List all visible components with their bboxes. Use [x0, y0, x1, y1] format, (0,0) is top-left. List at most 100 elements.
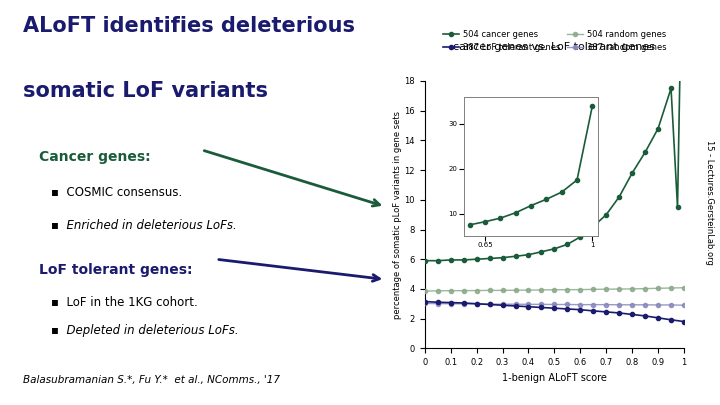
Line: 504 random genes: 504 random genes: [423, 286, 686, 293]
387 LoF tolerant genes: [654, 315, 662, 320]
504 random genes: [615, 287, 624, 292]
387 random genes: [654, 303, 662, 307]
504 cancer genes: [654, 126, 662, 131]
Text: Cancer genes:: Cancer genes:: [39, 150, 150, 164]
504 cancer genes: [615, 194, 624, 199]
387 random genes: [550, 302, 559, 307]
504 random genes: [524, 288, 533, 292]
387 random genes: [563, 302, 572, 307]
504 cancer genes: [472, 257, 481, 262]
387 random genes: [433, 301, 442, 306]
504 cancer genes: [641, 150, 649, 155]
Text: 15 - Lectures.GersteinLab.org: 15 - Lectures.GersteinLab.org: [706, 140, 714, 265]
Title: cancer genes vs. LoF tolerant genes: cancer genes vs. LoF tolerant genes: [454, 43, 655, 52]
504 random genes: [589, 287, 598, 292]
387 LoF tolerant genes: [498, 303, 507, 308]
504 random genes: [433, 288, 442, 293]
387 random genes: [576, 302, 585, 307]
504 cancer genes: [667, 86, 675, 91]
387 LoF tolerant genes: [537, 305, 546, 310]
504 random genes: [459, 288, 468, 293]
Legend: 504 cancer genes, 387 LoF tolerant genes, 504 random genes, 387 random genes: 504 cancer genes, 387 LoF tolerant genes…: [439, 26, 670, 55]
504 random genes: [550, 288, 559, 292]
504 cancer genes: [524, 252, 533, 257]
387 random genes: [628, 303, 636, 307]
504 random genes: [602, 287, 611, 292]
387 LoF tolerant genes: [433, 300, 442, 305]
504 random genes: [680, 285, 688, 290]
Text: LoF tolerant genes:: LoF tolerant genes:: [39, 263, 192, 277]
387 LoF tolerant genes: [667, 318, 675, 322]
Text: Balasubramanian S.*, Fu Y.*  et al., NComms., '17: Balasubramanian S.*, Fu Y.* et al., NCom…: [23, 375, 280, 385]
504 random genes: [641, 286, 649, 291]
504 cancer genes: [673, 205, 682, 210]
Line: 504 cancer genes: 504 cancer genes: [423, 0, 686, 263]
387 LoF tolerant genes: [420, 299, 429, 304]
387 LoF tolerant genes: [524, 304, 533, 309]
387 random genes: [511, 302, 520, 307]
504 cancer genes: [459, 258, 468, 262]
387 LoF tolerant genes: [563, 307, 572, 311]
Text: ▪  COSMIC consensus.: ▪ COSMIC consensus.: [50, 186, 181, 199]
387 random genes: [667, 303, 675, 307]
504 cancer genes: [589, 224, 598, 229]
387 random genes: [459, 301, 468, 306]
504 random genes: [628, 286, 636, 291]
504 cancer genes: [602, 212, 611, 217]
387 random genes: [524, 302, 533, 307]
Y-axis label: percentage of somatic pLoF variants in gene sets: percentage of somatic pLoF variants in g…: [392, 111, 402, 319]
Text: ALoFT identifies deleterious: ALoFT identifies deleterious: [23, 16, 356, 36]
504 random genes: [667, 286, 675, 290]
504 cancer genes: [550, 246, 559, 251]
504 random genes: [563, 287, 572, 292]
387 random genes: [537, 302, 546, 307]
387 LoF tolerant genes: [589, 309, 598, 313]
504 cancer genes: [433, 258, 442, 263]
504 random genes: [576, 287, 585, 292]
Text: ▪  Enriched in deleterious LoFs.: ▪ Enriched in deleterious LoFs.: [50, 219, 236, 232]
504 random genes: [537, 288, 546, 292]
Text: ▪  LoF in the 1KG cohort.: ▪ LoF in the 1KG cohort.: [50, 296, 197, 309]
Text: ▪  Depleted in deleterious LoFs.: ▪ Depleted in deleterious LoFs.: [50, 324, 238, 337]
387 LoF tolerant genes: [602, 309, 611, 314]
387 LoF tolerant genes: [628, 312, 636, 317]
387 LoF tolerant genes: [472, 301, 481, 306]
387 LoF tolerant genes: [576, 307, 585, 312]
Line: 387 random genes: 387 random genes: [423, 301, 686, 307]
387 LoF tolerant genes: [615, 311, 624, 315]
387 random genes: [485, 302, 494, 307]
387 random genes: [420, 301, 429, 306]
504 random genes: [498, 288, 507, 293]
Line: 387 LoF tolerant genes: 387 LoF tolerant genes: [423, 299, 686, 324]
504 cancer genes: [576, 234, 585, 239]
387 random genes: [472, 301, 481, 306]
504 cancer genes: [511, 254, 520, 259]
504 random genes: [511, 288, 520, 293]
504 random genes: [472, 288, 481, 293]
387 random genes: [641, 303, 649, 307]
387 LoF tolerant genes: [446, 300, 455, 305]
504 random genes: [420, 289, 429, 294]
504 random genes: [654, 286, 662, 291]
387 random genes: [498, 302, 507, 307]
387 LoF tolerant genes: [641, 313, 649, 318]
387 random genes: [446, 301, 455, 306]
387 LoF tolerant genes: [550, 306, 559, 311]
504 cancer genes: [563, 242, 572, 247]
387 random genes: [602, 302, 611, 307]
Text: somatic LoF variants: somatic LoF variants: [23, 81, 269, 101]
387 random genes: [589, 302, 598, 307]
387 LoF tolerant genes: [459, 301, 468, 305]
387 random genes: [615, 303, 624, 307]
X-axis label: 1-benign ALoFT score: 1-benign ALoFT score: [502, 373, 607, 383]
387 LoF tolerant genes: [680, 319, 688, 324]
504 cancer genes: [485, 256, 494, 261]
387 LoF tolerant genes: [485, 302, 494, 307]
504 random genes: [485, 288, 494, 293]
504 cancer genes: [537, 249, 546, 254]
387 random genes: [680, 303, 688, 308]
504 cancer genes: [420, 258, 429, 263]
504 cancer genes: [498, 255, 507, 260]
504 random genes: [446, 288, 455, 293]
504 cancer genes: [628, 171, 636, 175]
